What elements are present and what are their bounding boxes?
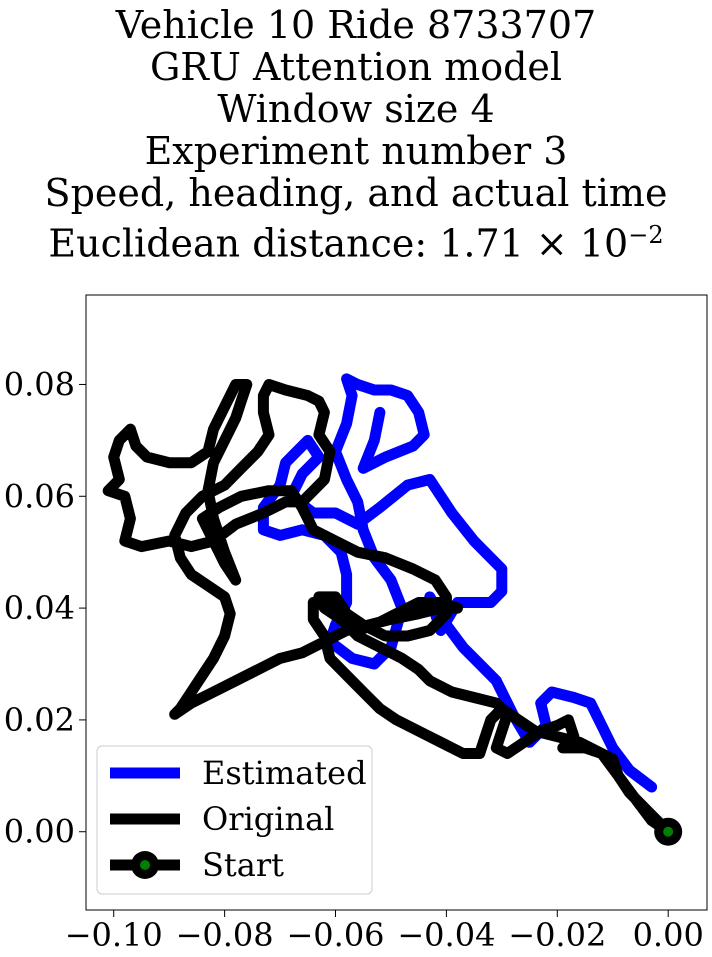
title-line-2: GRU Attention model: [149, 45, 563, 89]
legend: Estimated Original Start: [96, 745, 373, 895]
y-tick-label: 0.04: [4, 589, 75, 627]
x-tick-label: −0.10: [65, 916, 163, 954]
title-line-6-distance: Euclidean distance: 1.71 × 10−2: [0, 214, 712, 265]
legend-label-original: Original: [202, 800, 334, 838]
x-tick-label: −0.02: [508, 916, 606, 954]
x-tick-label: −0.06: [286, 916, 384, 954]
y-tick-label: 0.08: [4, 365, 75, 403]
legend-start-marker-center: [140, 860, 150, 870]
legend-label-start: Start: [202, 846, 284, 884]
x-axis-ticks: −0.10 −0.08 −0.06 −0.04 −0.02 0.00: [65, 910, 704, 954]
title-line-1: Vehicle 10 Ride 8733707: [115, 3, 597, 47]
series-layer: [102, 373, 674, 838]
legend-label-estimated: Estimated: [202, 754, 367, 792]
x-tick-label: 0.00: [633, 916, 704, 954]
y-tick-label: 0.06: [4, 477, 75, 515]
title-line-4: Experiment number 3: [144, 129, 568, 173]
start-layer: [654, 817, 683, 846]
series-line-estimated: [257, 373, 658, 793]
title-line-5: Speed, heading, and actual time: [44, 171, 668, 215]
title-line-3: Window size 4: [217, 87, 495, 131]
y-tick-label: 0.02: [4, 701, 75, 739]
plot-frame: [85, 294, 708, 911]
x-tick-label: −0.08: [176, 916, 274, 954]
y-tick-label: 0.00: [4, 813, 75, 851]
legend-box: [96, 745, 373, 895]
y-axis-ticks: 0.00 0.02 0.04 0.06 0.08: [4, 365, 86, 851]
distance-exponent: −2: [628, 221, 664, 249]
x-tick-label: −0.04: [397, 916, 495, 954]
distance-label: Euclidean distance: 1.71 × 10: [48, 221, 629, 266]
series-line-original: [102, 379, 674, 838]
start-marker-center: [663, 826, 674, 837]
